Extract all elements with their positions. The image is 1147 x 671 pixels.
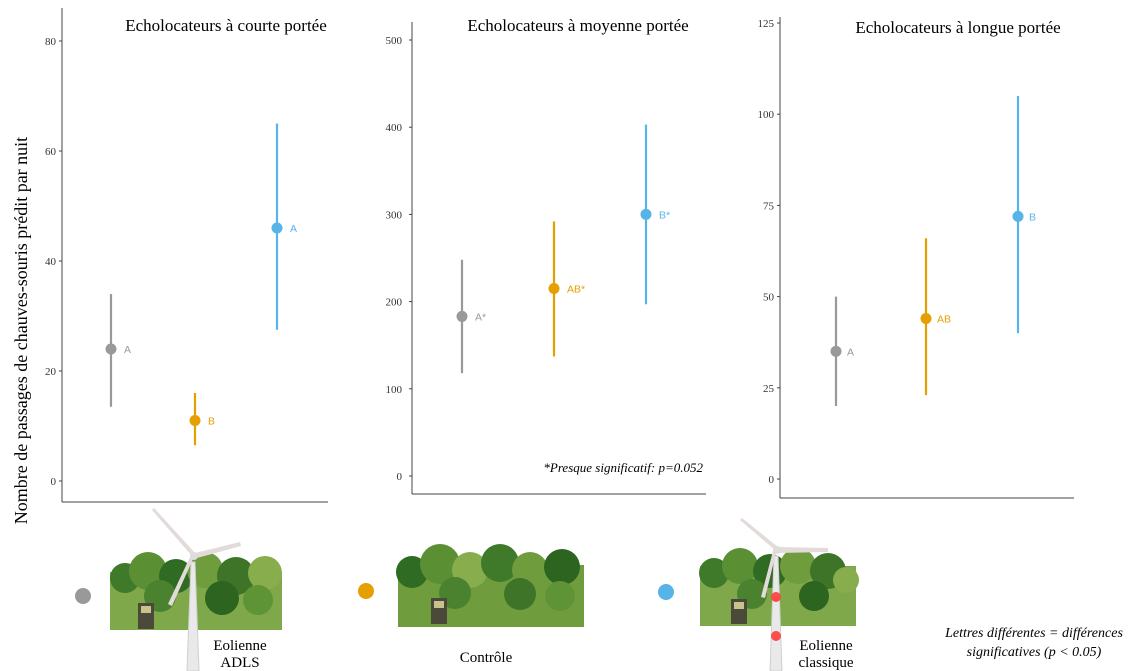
- y-tick-label: 100: [386, 384, 403, 396]
- y-tick-label: 200: [386, 297, 403, 309]
- y-tick-label: 0: [769, 474, 775, 486]
- significance-letter: AB: [937, 313, 951, 325]
- y-tick-label: 40: [45, 256, 57, 268]
- significance-letter: AB*: [567, 284, 585, 296]
- mean-point: [920, 312, 932, 324]
- legend-item-adls: Eolienne ADLS: [75, 508, 282, 671]
- y-tick-label: 60: [45, 146, 57, 158]
- legend-label-adls-line2: ADLS: [220, 655, 259, 671]
- data-marks: A* AB* B*: [456, 124, 670, 374]
- wind-turbine-classic-icon: [699, 518, 859, 671]
- legend-swatch-control: [358, 583, 374, 599]
- y-tick-label: 400: [386, 122, 403, 134]
- data-marks: A B A: [105, 123, 297, 446]
- panel-title-medium-range: Echolocateurs à moyenne portée: [467, 16, 688, 35]
- forest-illustration: [699, 548, 859, 626]
- legend-label-control: Contrôle: [460, 650, 513, 666]
- y-tick-label: 75: [763, 200, 775, 212]
- y-tick-label: 80: [45, 36, 57, 48]
- mean-point: [105, 343, 117, 355]
- y-tick-label: 50: [763, 292, 775, 304]
- legend-item-classic: Eolienne classique: [658, 518, 859, 671]
- significance-letter: A: [847, 346, 854, 358]
- wind-turbine-adls-icon: [110, 508, 282, 671]
- y-tick-label: 25: [763, 383, 775, 395]
- significance-note-line1: Lettres différentes = différences: [944, 626, 1123, 641]
- mean-point: [548, 283, 560, 295]
- y-tick-label: 0: [51, 476, 57, 488]
- significance-letter: B: [208, 416, 215, 428]
- y-tick-label: 300: [386, 209, 403, 221]
- legend: Eolienne ADLS Contrôle: [75, 508, 1123, 671]
- y-tick-label: 0: [397, 471, 403, 483]
- footnote: *Presque significatif: p=0.052: [543, 460, 703, 475]
- significance-letter: B*: [659, 209, 670, 221]
- mean-point: [830, 345, 842, 357]
- y-tick-label: 20: [45, 366, 57, 378]
- forest-control-icon: [396, 544, 584, 627]
- y-tick-label: 125: [758, 18, 775, 30]
- legend-label-adls-line1: Eolienne: [213, 638, 267, 654]
- legend-swatch-classic: [658, 584, 674, 600]
- y-tick-label: 500: [386, 35, 403, 47]
- y-ticks: 0 100 200 300 400 500: [386, 35, 412, 483]
- significance-letter: A: [290, 223, 297, 235]
- mean-point: [1012, 210, 1024, 222]
- mean-point: [640, 208, 652, 220]
- legend-item-control: Contrôle: [358, 544, 584, 666]
- significance-letter: A*: [475, 311, 486, 323]
- panel-short-range: Echolocateurs à courte portée 020406080 …: [45, 8, 328, 503]
- mean-point: [271, 222, 283, 234]
- mean-point: [189, 415, 201, 426]
- legend-label-classic-line2: classique: [799, 655, 854, 671]
- legend-label-classic-line1: Eolienne: [799, 638, 853, 654]
- legend-swatch-adls: [75, 588, 91, 604]
- significance-letter: B: [1029, 211, 1036, 223]
- y-ticks: 0 20 40 60 80: [45, 36, 62, 488]
- significance-letter: A: [124, 344, 131, 356]
- panel-title-long-range: Echolocateurs à longue portée: [855, 18, 1060, 37]
- mean-point: [456, 310, 468, 322]
- significance-note-line2: significatives (p < 0.05): [967, 645, 1102, 660]
- panel-medium-range: Echolocateurs à moyenne portée 0 100 200 30…: [386, 16, 706, 495]
- panel-long-range: Echolocateurs à longue portée 0 25 50 75 100…: [758, 17, 1074, 499]
- panel-title-short-range: Echolocateurs à courte portée: [125, 16, 327, 35]
- data-marks: A AB B: [830, 95, 1036, 407]
- y-ticks: 0 25 50 75 100 125: [758, 18, 780, 486]
- y-tick-label: 100: [758, 109, 775, 121]
